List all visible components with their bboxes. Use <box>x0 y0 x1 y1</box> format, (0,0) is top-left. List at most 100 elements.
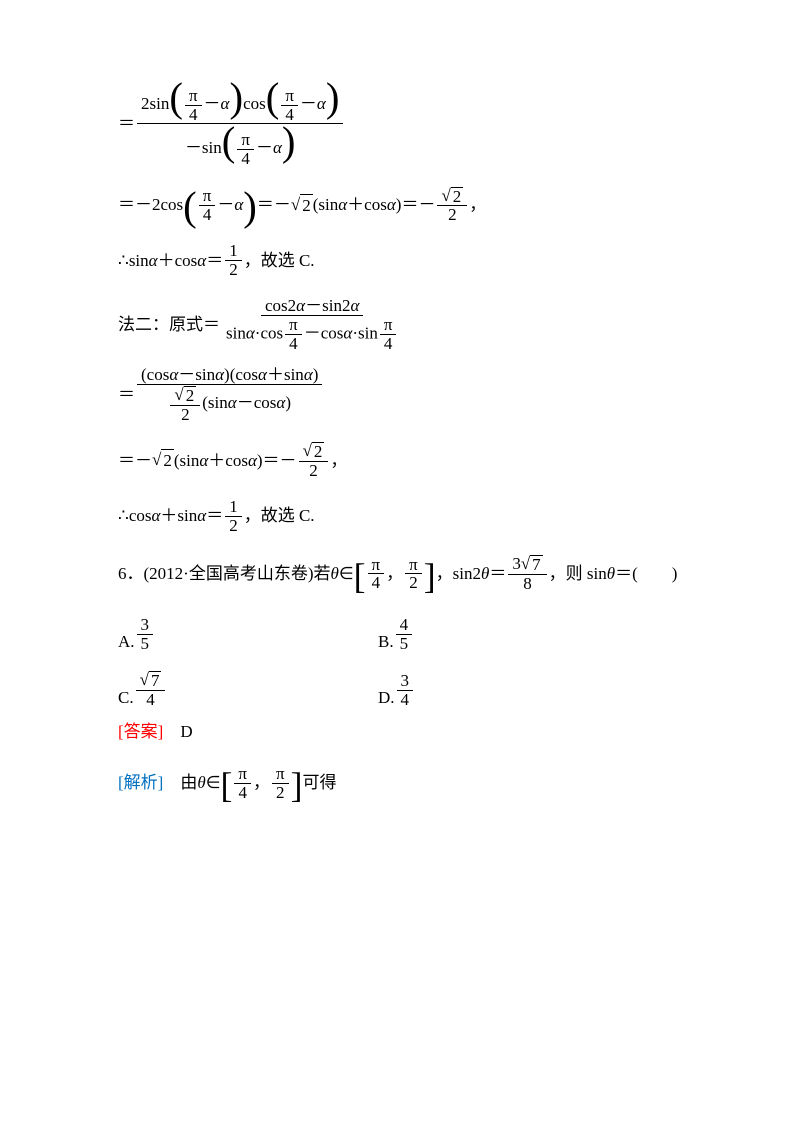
pi: π <box>368 556 385 575</box>
eq2-rhs-frac: √22 <box>437 186 467 224</box>
eq6-tail: ，故选 C. <box>244 505 315 527</box>
q6-source: (2012·全国高考山东卷)若 <box>144 563 331 585</box>
rbracket-icon: ] <box>424 562 436 591</box>
four: 4 <box>368 574 385 592</box>
therefore-sin: ∴sin <box>118 250 149 272</box>
theta: θ <box>330 563 338 585</box>
two: 2 <box>300 194 313 217</box>
answer-label: [答案] <box>118 721 163 743</box>
equation-3: ∴sinα＋cosα＝12，故选 C. <box>118 242 700 279</box>
dot-sin: ·sin <box>352 323 378 342</box>
alpha: α <box>304 365 313 384</box>
rparen-icon: ) <box>326 75 340 120</box>
analysis-label: [解析] <box>118 772 163 794</box>
three: 3 <box>397 672 414 691</box>
method2-label: 法二：原式＝ <box>118 314 220 336</box>
cos: cos <box>243 94 266 113</box>
analysis-line: [解析] 由 θ∈[π4，π2]可得 <box>118 765 700 802</box>
answer-value: D <box>163 721 192 743</box>
minus: － <box>204 94 221 113</box>
pi: π <box>281 87 298 106</box>
five: 5 <box>137 635 154 653</box>
then-sin: ，则 sin <box>549 563 607 585</box>
alpha: α <box>258 365 267 384</box>
theta: θ <box>607 563 615 585</box>
eq2-lead: ＝－2cos <box>118 194 183 216</box>
minus-cos: －cos <box>237 393 277 412</box>
lpar-sin: (sin <box>202 393 228 412</box>
eq1-fraction: 2sin(π4－α)cos(π4－α) －sin(π4－α) <box>137 80 343 168</box>
one: 1 <box>225 498 242 517</box>
ana-pre: 由 <box>163 772 197 794</box>
two: 2 <box>451 187 464 206</box>
pi: π <box>199 187 216 206</box>
eq1-num-2sin: 2sin <box>141 94 169 113</box>
eq: ＝ <box>206 250 223 272</box>
lbracket-icon: [ <box>221 771 233 800</box>
rpar-eq-neg: )＝－ <box>396 194 436 216</box>
equation-4: ＝ (cosα－sinα)(cosα＋sinα) √22(sinα－cosα) <box>118 366 700 423</box>
alpha: α <box>317 94 326 113</box>
two: 2 <box>405 574 422 592</box>
option-c: C.√74 <box>118 665 378 709</box>
alpha: α <box>228 393 237 412</box>
element-of: ∈ <box>339 563 354 585</box>
plus-cos: ＋cos <box>208 450 248 472</box>
pi: π <box>272 765 289 784</box>
eq4-fraction: (cosα－sinα)(cosα＋sinα) √22(sinα－cosα) <box>137 366 322 423</box>
comma: ， <box>330 450 347 472</box>
rpar-eq-neg: )＝－ <box>257 450 297 472</box>
answer-line: [答案] D <box>118 721 700 743</box>
three: 3 <box>512 554 521 573</box>
eq-neg: ＝－ <box>257 194 291 216</box>
seven: 7 <box>149 671 162 690</box>
theta: θ <box>481 563 489 585</box>
lpar-cos: (cos <box>141 365 169 384</box>
two: 2 <box>312 442 325 461</box>
minus-sin2: －sin2 <box>305 296 350 315</box>
opt-b-label: B. <box>378 631 394 653</box>
four: 4 <box>199 206 216 224</box>
opt-d-label: D. <box>378 687 395 709</box>
alpha: α <box>350 296 359 315</box>
four: 4 <box>396 616 413 635</box>
two: 2 <box>225 517 242 535</box>
equation-2: ＝－2cos(π4－α)＝－√2(sinα＋cosα)＝－√22， <box>118 186 700 224</box>
three: 3 <box>137 616 154 635</box>
four: 4 <box>397 691 414 709</box>
alpha: α <box>199 450 208 472</box>
comma: ， <box>469 194 486 216</box>
rpar-lpar-cos: )(cos <box>224 365 258 384</box>
sin2: ，sin2 <box>436 563 481 585</box>
two: 2 <box>177 406 194 424</box>
rparen-icon: ) <box>282 119 296 164</box>
seven: 7 <box>530 555 543 574</box>
alpha: α <box>234 194 243 216</box>
four: 4 <box>185 106 202 124</box>
plus-cos: ＋cos <box>347 194 387 216</box>
two: 2 <box>444 206 461 224</box>
neg-sin: －sin <box>185 138 222 157</box>
rbracket-icon: ] <box>291 771 303 800</box>
options: A.35 C.√74 B.45 D.34 <box>118 603 700 715</box>
four: 4 <box>285 335 302 353</box>
rpar: ) <box>285 393 291 412</box>
pi: π <box>237 131 254 150</box>
alpha: α <box>343 323 352 342</box>
one: 1 <box>225 242 242 261</box>
plus-sin: ＋sin <box>267 365 304 384</box>
pi: π <box>405 556 422 575</box>
pi: π <box>285 316 302 335</box>
opt-c-label: C. <box>118 687 134 709</box>
therefore-cos: ∴cos <box>118 505 151 527</box>
alpha: α <box>151 505 160 527</box>
five: 5 <box>396 635 413 653</box>
eq1-lead: ＝ <box>118 113 135 135</box>
plus-cos: ＋cos <box>158 250 198 272</box>
rparen-icon: ) <box>229 75 243 120</box>
four: 4 <box>234 784 251 802</box>
cos2: cos2 <box>265 296 296 315</box>
minus-sin: －sin <box>178 365 215 384</box>
method-2: 法二：原式＝ cos2α－sin2α sinα·cosπ4－cosα·sinπ4 <box>118 297 700 353</box>
option-b: B.45 <box>378 609 415 653</box>
